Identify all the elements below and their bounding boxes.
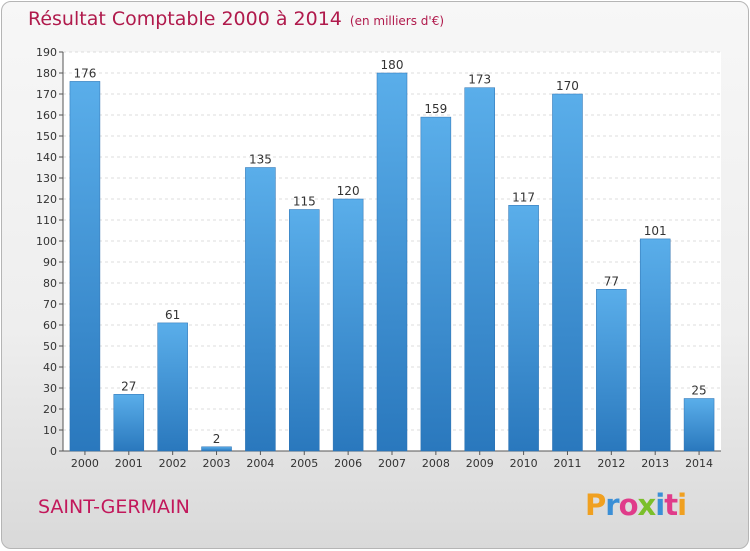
logo-letter: o [618,488,639,522]
y-tick-label: 60 [43,319,57,332]
bar [464,87,495,452]
y-tick-label: 0 [50,445,57,458]
y-tick-label: 40 [43,361,57,374]
x-tick-label: 2012 [597,457,625,470]
data-label: 120 [337,184,360,198]
y-tick-label: 190 [36,46,57,59]
data-label: 61 [165,308,180,322]
x-tick-label: 2014 [685,457,713,470]
bar [639,238,671,452]
y-tick-label: 150 [36,130,57,143]
bar [552,93,583,452]
bar [245,167,276,452]
data-label: 117 [512,190,535,204]
data-label: 77 [604,274,619,288]
y-tick-label: 170 [36,88,57,101]
y-tick-label: 130 [36,172,57,185]
bar [113,394,145,452]
y-tick-label: 70 [43,298,57,311]
bar [596,289,627,452]
logo-letter: i [677,488,687,522]
x-tick-label: 2001 [115,457,143,470]
x-tick-label: 2007 [378,457,406,470]
labels: 0 10 20 30 40 50 60 70 80 90 100 110 120 130 140 150 160… [36,46,713,470]
data-label: 180 [381,58,404,72]
chart-title: Résultat Comptable 2000 à 2014 (en millie… [28,8,444,30]
data-label: 170 [556,79,579,93]
x-tick-label: 2006 [334,457,362,470]
proxiti-logo: Proxiti [585,488,687,522]
logo-letter: r [605,488,619,522]
bar [201,446,232,452]
data-label: 135 [249,153,272,167]
x-tick-label: 2013 [641,457,669,470]
data-label: 159 [424,102,447,116]
y-tick-label: 160 [36,109,57,122]
bar [420,116,452,452]
bar [157,322,188,452]
logo-letter: P [585,488,606,522]
x-tick-label: 2003 [203,457,231,470]
bars [69,72,715,452]
x-tick-label: 2004 [246,457,274,470]
bar [376,72,408,452]
y-tick-label: 100 [36,235,57,248]
y-tick-label: 140 [36,151,57,164]
x-tick-label: 2008 [422,457,450,470]
chart-title-text: Résultat Comptable 2000 à 2014 [28,8,342,30]
y-tick-label: 30 [43,382,57,395]
data-label: 176 [73,66,96,80]
x-tick-label: 2010 [510,457,538,470]
x-tick-label: 2000 [71,457,99,470]
chart-subtitle: (en milliers d'€) [349,14,445,28]
logo-letter: i [655,488,665,522]
data-label: 2 [213,432,221,446]
bar [289,209,320,452]
y-tick-label: 20 [43,403,57,416]
bar [332,198,364,452]
bar [683,398,715,452]
logo-letter: t [664,488,678,522]
y-tick-label: 110 [36,214,57,227]
bar [508,205,539,452]
bar [69,81,101,452]
x-tick-label: 2005 [290,457,318,470]
y-tick-label: 50 [43,340,57,353]
y-tick-label: 80 [43,277,57,290]
x-tick-label: 2011 [553,457,581,470]
y-tick-label: 180 [36,67,57,80]
data-label: 27 [121,379,136,393]
y-tick-label: 120 [36,193,57,206]
commune-name: SAINT-GERMAIN [38,496,190,518]
logo-letter: x [637,488,657,522]
y-tick-label: 90 [43,256,57,269]
x-tick-label: 2009 [466,457,494,470]
data-label: 101 [644,224,667,238]
data-label: 25 [691,384,706,398]
x-tick-label: 2002 [159,457,187,470]
y-tick-label: 10 [43,424,57,437]
data-label: 173 [468,73,491,87]
data-label: 115 [293,195,316,209]
